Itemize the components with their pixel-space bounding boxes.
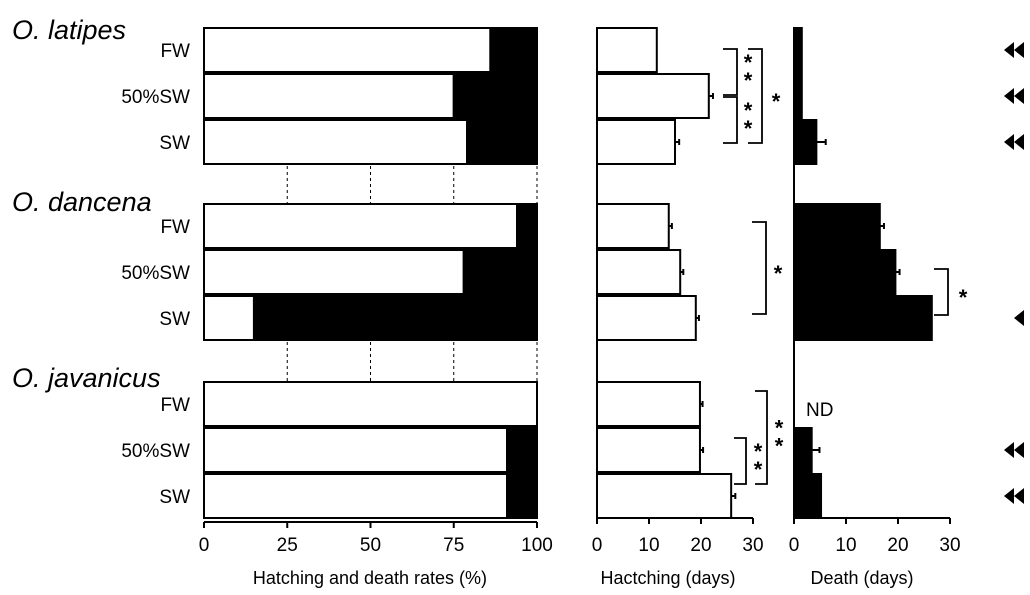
triangle-marker-icon [1014, 42, 1024, 58]
days-bar [793, 73, 803, 119]
x-tick-label: 0 [592, 535, 603, 556]
triangle-marker-icon [1004, 488, 1014, 504]
significance-mark: * [744, 50, 753, 75]
death-bar [506, 473, 538, 519]
death-bar [489, 27, 539, 73]
condition-label: SW [159, 487, 190, 508]
x-tick-label: 20 [887, 535, 908, 556]
days-bar [596, 295, 697, 341]
hatching-bar [203, 119, 469, 165]
significance-mark: * [744, 68, 753, 93]
death-days-panel: 0 10 20 30 Death (days) ND * [789, 27, 1024, 588]
x-tick-label: 10 [835, 535, 856, 556]
significance-mark: * [754, 439, 763, 464]
days-bar [793, 119, 818, 165]
x-tick-label: 50 [360, 535, 381, 556]
significance-bracket [734, 437, 747, 485]
days-bar [596, 427, 701, 473]
significance-mark: * [744, 98, 753, 123]
significance-mark: * [744, 116, 753, 141]
death-bar [462, 249, 538, 295]
x-tick-label: 10 [638, 535, 659, 556]
significance-mark: * [959, 285, 968, 310]
significance-mark: * [775, 416, 784, 441]
days-bar [596, 203, 670, 249]
species-label-2: O. javanicus [12, 363, 161, 393]
x-axis-label: Hatching and death rates (%) [253, 568, 487, 588]
x-tick-label: 0 [199, 535, 210, 556]
triangle-marker-icon [1014, 442, 1024, 458]
triangle-marker-icon [1004, 42, 1014, 58]
species-label-1: O. dancena [12, 187, 152, 217]
death-bar [252, 295, 538, 341]
death-bar [506, 427, 538, 473]
x-axis-label: Hactching (days) [600, 568, 735, 588]
triangle-marker-icon [1014, 134, 1024, 150]
x-axis-label: Death (days) [810, 568, 913, 588]
death-bar [466, 119, 539, 165]
days-bar [596, 473, 733, 519]
hatching-bar [203, 295, 255, 341]
days-bar [793, 427, 813, 473]
condition-label: SW [159, 133, 190, 154]
triangle-marker-icon [1014, 488, 1024, 504]
significance-bracket [934, 268, 949, 316]
condition-label: FW [160, 217, 190, 238]
death-bar [516, 203, 539, 249]
x-tick-label: 20 [690, 535, 711, 556]
hatching-bar [203, 73, 455, 119]
triangle-marker-icon [1004, 134, 1014, 150]
condition-label: SW [159, 309, 190, 330]
significance-mark: * [775, 434, 784, 459]
days-bar [793, 473, 823, 519]
hatching-bar [203, 203, 519, 249]
triangle-marker-icon [1004, 442, 1014, 458]
hatching-bar [203, 427, 509, 473]
days-bar [793, 203, 881, 249]
condition-label: 50%SW [121, 263, 190, 284]
days-bar [596, 381, 701, 427]
hatching-bar [203, 249, 465, 295]
significance-bracket [752, 221, 767, 315]
x-tick-label: 100 [521, 535, 553, 556]
x-tick-label: 30 [939, 535, 960, 556]
days-bar [793, 27, 803, 73]
significance-mark: * [772, 89, 781, 114]
significance-bracket [723, 48, 738, 96]
hatching-bar [203, 27, 492, 73]
condition-label: FW [160, 395, 190, 416]
x-tick-label: 0 [789, 535, 800, 556]
triangle-marker-icon [1014, 88, 1024, 104]
species-label-0: O. latipes [12, 15, 126, 45]
hatching-bar [203, 381, 538, 427]
significance-bracket [748, 48, 763, 144]
significance-mark: * [754, 457, 763, 482]
x-tick-label: 75 [443, 535, 464, 556]
significance-bracket [755, 390, 768, 485]
x-tick-label: 25 [277, 535, 298, 556]
days-bar [596, 73, 710, 119]
days-bar [596, 249, 682, 295]
days-bar [793, 249, 897, 295]
condition-label: 50%SW [121, 87, 190, 108]
days-bar [596, 27, 658, 73]
significance-bracket [723, 96, 738, 144]
death-bar [452, 73, 538, 119]
condition-label: 50%SW [121, 441, 190, 462]
days-bar [596, 119, 676, 165]
significance-mark: * [774, 261, 783, 286]
condition-label: FW [160, 41, 190, 62]
hatching-bar [203, 473, 509, 519]
rates-panel: O. latipes FW 50%SW SW O. dancena FW 50%SW SW O.… [12, 15, 553, 588]
triangle-marker-icon [1004, 88, 1014, 104]
x-tick-label: 30 [742, 535, 763, 556]
days-bar [793, 295, 933, 341]
nd-label: ND [806, 400, 833, 421]
triangle-marker-icon [1014, 310, 1024, 326]
